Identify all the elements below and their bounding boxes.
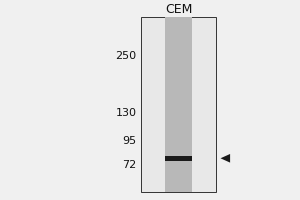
FancyBboxPatch shape: [165, 156, 192, 161]
Polygon shape: [220, 154, 230, 163]
Text: CEM: CEM: [165, 3, 192, 16]
FancyBboxPatch shape: [141, 17, 216, 192]
Text: 250: 250: [116, 51, 136, 61]
FancyBboxPatch shape: [165, 17, 192, 192]
Text: 72: 72: [122, 160, 136, 170]
Text: 95: 95: [122, 136, 136, 146]
Text: 130: 130: [116, 108, 136, 118]
